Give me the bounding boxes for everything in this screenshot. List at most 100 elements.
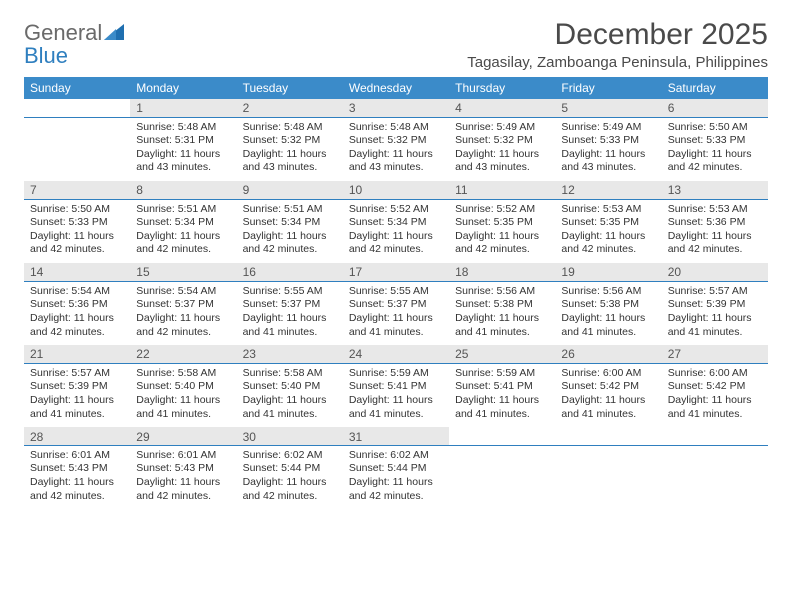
calendar-table: SundayMondayTuesdayWednesdayThursdayFrid… — [24, 77, 768, 509]
daylight-text: Daylight: 11 hours and 41 minutes. — [136, 394, 230, 421]
day-number-cell: 20 — [662, 263, 768, 281]
sunset-text: Sunset: 5:36 PM — [30, 298, 124, 312]
sunrise-text: Sunrise: 5:59 AM — [455, 367, 549, 381]
day-info-cell: Sunrise: 6:01 AMSunset: 5:43 PMDaylight:… — [130, 445, 236, 509]
day-info-cell — [24, 117, 130, 181]
sunrise-text: Sunrise: 5:59 AM — [349, 367, 443, 381]
sunrise-text: Sunrise: 5:50 AM — [668, 121, 762, 135]
day-info-cell: Sunrise: 6:00 AMSunset: 5:42 PMDaylight:… — [662, 363, 768, 427]
day-info-cell — [662, 445, 768, 509]
day-number-cell: 10 — [343, 181, 449, 199]
daylight-text: Daylight: 11 hours and 43 minutes. — [243, 148, 337, 175]
sunrise-text: Sunrise: 5:56 AM — [455, 285, 549, 299]
day-info-cell — [449, 445, 555, 509]
day-info-cell: Sunrise: 5:55 AMSunset: 5:37 PMDaylight:… — [343, 281, 449, 345]
sunrise-text: Sunrise: 6:02 AM — [243, 449, 337, 463]
sunset-text: Sunset: 5:33 PM — [30, 216, 124, 230]
daylight-text: Daylight: 11 hours and 41 minutes. — [455, 312, 549, 339]
daylight-text: Daylight: 11 hours and 42 minutes. — [349, 476, 443, 503]
daylight-text: Daylight: 11 hours and 41 minutes. — [561, 394, 655, 421]
day-header-cell: Monday — [130, 77, 236, 99]
daylight-text: Daylight: 11 hours and 41 minutes. — [668, 394, 762, 421]
sunrise-text: Sunrise: 5:48 AM — [349, 121, 443, 135]
day-info-cell: Sunrise: 5:49 AMSunset: 5:33 PMDaylight:… — [555, 117, 661, 181]
daylight-text: Daylight: 11 hours and 42 minutes. — [455, 230, 549, 257]
daylight-text: Daylight: 11 hours and 42 minutes. — [243, 230, 337, 257]
daynum-row: 14151617181920 — [24, 263, 768, 281]
sunset-text: Sunset: 5:38 PM — [561, 298, 655, 312]
sunset-text: Sunset: 5:33 PM — [668, 134, 762, 148]
info-row: Sunrise: 5:57 AMSunset: 5:39 PMDaylight:… — [24, 363, 768, 427]
day-header-cell: Wednesday — [343, 77, 449, 99]
sunrise-text: Sunrise: 5:56 AM — [561, 285, 655, 299]
day-info-cell: Sunrise: 5:56 AMSunset: 5:38 PMDaylight:… — [449, 281, 555, 345]
day-number-cell: 22 — [130, 345, 236, 363]
day-number-cell: 1 — [130, 99, 236, 117]
day-number-cell: 26 — [555, 345, 661, 363]
daylight-text: Daylight: 11 hours and 41 minutes. — [455, 394, 549, 421]
daynum-row: 28293031 — [24, 427, 768, 445]
sunset-text: Sunset: 5:41 PM — [455, 380, 549, 394]
day-info-cell: Sunrise: 5:48 AMSunset: 5:31 PMDaylight:… — [130, 117, 236, 181]
daylight-text: Daylight: 11 hours and 41 minutes. — [349, 312, 443, 339]
sunrise-text: Sunrise: 5:54 AM — [136, 285, 230, 299]
day-number-cell: 4 — [449, 99, 555, 117]
daylight-text: Daylight: 11 hours and 43 minutes. — [561, 148, 655, 175]
calendar-header: SundayMondayTuesdayWednesdayThursdayFrid… — [24, 77, 768, 99]
day-number-cell: 11 — [449, 181, 555, 199]
day-number-cell: 19 — [555, 263, 661, 281]
sunset-text: Sunset: 5:41 PM — [349, 380, 443, 394]
sunset-text: Sunset: 5:31 PM — [136, 134, 230, 148]
day-info-cell: Sunrise: 5:55 AMSunset: 5:37 PMDaylight:… — [237, 281, 343, 345]
daynum-row: 123456 — [24, 99, 768, 117]
day-info-cell: Sunrise: 5:59 AMSunset: 5:41 PMDaylight:… — [449, 363, 555, 427]
sunrise-text: Sunrise: 6:01 AM — [30, 449, 124, 463]
day-info-cell: Sunrise: 5:58 AMSunset: 5:40 PMDaylight:… — [130, 363, 236, 427]
sunrise-text: Sunrise: 5:55 AM — [349, 285, 443, 299]
day-info-cell: Sunrise: 5:52 AMSunset: 5:35 PMDaylight:… — [449, 199, 555, 263]
header-row: General Blue December 2025 Tagasilay, Za… — [24, 18, 768, 71]
sunrise-text: Sunrise: 5:57 AM — [668, 285, 762, 299]
sunset-text: Sunset: 5:36 PM — [668, 216, 762, 230]
day-number-cell: 17 — [343, 263, 449, 281]
sunset-text: Sunset: 5:32 PM — [455, 134, 549, 148]
day-info-cell: Sunrise: 5:53 AMSunset: 5:35 PMDaylight:… — [555, 199, 661, 263]
info-row: Sunrise: 5:54 AM Sunset: 5:36 PM Daylight:… — [24, 281, 768, 345]
daylight-text: Daylight: 11 hours and 43 minutes. — [349, 148, 443, 175]
day-number-cell: 30 — [237, 427, 343, 445]
daynum-row: 21222324252627 — [24, 345, 768, 363]
sunrise-text: Sunrise: 6:01 AM — [136, 449, 230, 463]
sunset-text: Sunset: 5:39 PM — [30, 380, 124, 394]
day-info-cell: Sunrise: 5:57 AMSunset: 5:39 PMDaylight:… — [24, 363, 130, 427]
daylight-text: Daylight: 11 hours and 42 minutes. — [349, 230, 443, 257]
sunrise-text: Sunrise: 5:51 AM — [243, 203, 337, 217]
daylight-text: Daylight: 11 hours and 42 minutes. — [30, 476, 124, 503]
location-text: Tagasilay, Zamboanga Peninsula, Philippi… — [467, 54, 768, 71]
daylight-text: Daylight: 11 hours and 41 minutes. — [243, 312, 337, 339]
day-info-cell: Sunrise: 5:51 AMSunset: 5:34 PMDaylight:… — [237, 199, 343, 263]
day-info-cell: Sunrise: 5:54 AMSunset: 5:37 PMDaylight:… — [130, 281, 236, 345]
sunrise-text: Sunrise: 5:50 AM — [30, 203, 124, 217]
sunset-text: Sunset: 5:38 PM — [455, 298, 549, 312]
sunrise-text: Sunrise: 5:53 AM — [561, 203, 655, 217]
day-number-cell: 15 — [130, 263, 236, 281]
day-header-row: SundayMondayTuesdayWednesdayThursdayFrid… — [24, 77, 768, 99]
day-number-cell: 12 — [555, 181, 661, 199]
month-title: December 2025 — [467, 18, 768, 52]
sunrise-text: Sunrise: 5:51 AM — [136, 203, 230, 217]
daylight-text: Daylight: 11 hours and 42 minutes. — [561, 230, 655, 257]
daylight-text: Daylight: 11 hours and 42 minutes. — [243, 476, 337, 503]
sunset-text: Sunset: 5:40 PM — [136, 380, 230, 394]
day-header-cell: Saturday — [662, 77, 768, 99]
sunset-text: Sunset: 5:39 PM — [668, 298, 762, 312]
sunset-text: Sunset: 5:37 PM — [349, 298, 443, 312]
day-info-cell: Sunrise: 5:57 AMSunset: 5:39 PMDaylight:… — [662, 281, 768, 345]
sunrise-text: Sunrise: 6:02 AM — [349, 449, 443, 463]
day-number-cell: 29 — [130, 427, 236, 445]
daylight-text: Daylight: 11 hours and 43 minutes. — [136, 148, 230, 175]
sunset-text: Sunset: 5:40 PM — [243, 380, 337, 394]
day-number-cell: 31 — [343, 427, 449, 445]
day-info-cell: Sunrise: 5:52 AMSunset: 5:34 PMDaylight:… — [343, 199, 449, 263]
day-number-cell: 14 — [24, 263, 130, 281]
sunset-text: Sunset: 5:32 PM — [349, 134, 443, 148]
